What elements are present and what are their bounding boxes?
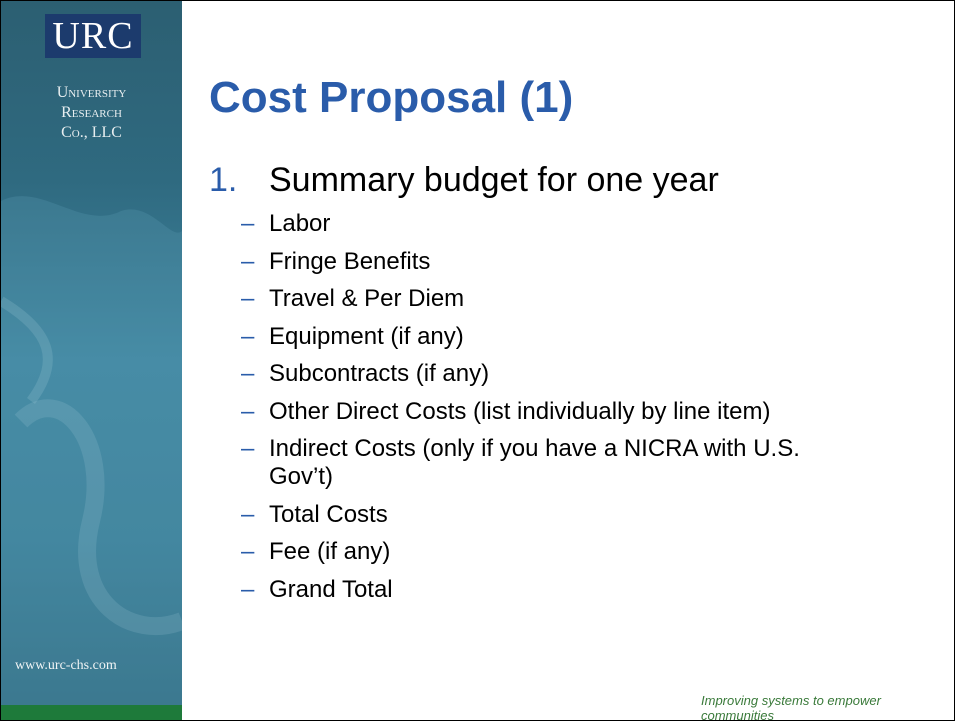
org-line: University [56, 84, 127, 101]
dash: – [241, 285, 255, 312]
sub-item: – Grand Total [241, 576, 851, 604]
list-number: 1. [209, 161, 238, 199]
sub-item: – Labor [241, 210, 851, 238]
sub-item: – Subcontracts (if any) [241, 360, 851, 388]
sidebar: URC University Research Co., LLC www.urc… [1, 1, 182, 720]
sub-item: – Equipment (if any) [241, 323, 851, 351]
dash: – [241, 397, 255, 425]
list-heading: 1. Summary budget for one year [209, 161, 719, 200]
dash: – [241, 538, 255, 565]
dash: – [241, 322, 255, 350]
sub-list: – Labor – Fringe Benefits – Travel & Per Diem… [241, 210, 851, 613]
sub-item-text: Labor [269, 210, 331, 237]
sub-item: – Indirect Costs (only if you have a NICR… [241, 435, 851, 491]
logo: URC [45, 14, 141, 58]
bottom-strip [1, 705, 182, 720]
org-line: Research [61, 104, 122, 121]
dash: – [241, 247, 255, 275]
sub-item-text: Grand Total [269, 575, 393, 603]
footer: Improving systems to empower communities [701, 693, 881, 721]
dash: – [241, 500, 255, 528]
map-texture [1, 196, 182, 720]
dash: – [241, 435, 255, 462]
list-text: Summary budget for one year [269, 161, 719, 199]
sub-item-text: Fee (if any) [269, 538, 391, 565]
dash: – [241, 575, 255, 603]
sub-item: – Travel & Per Diem [241, 285, 851, 313]
title: Cost Proposal (1) [209, 73, 574, 122]
sub-item-text: Fringe Benefits [269, 247, 431, 275]
url: www.urc-chs.com [15, 658, 117, 673]
dash: – [241, 360, 255, 387]
sub-item-text: Total Costs [269, 500, 388, 528]
sub-item-text: Travel & Per Diem [269, 285, 465, 312]
sub-item: – Total Costs [241, 501, 851, 529]
sub-item-text: Indirect Costs (only if you have a NICRA… [269, 435, 800, 490]
dash: – [241, 210, 255, 237]
sub-item: – Fee (if any) [241, 538, 851, 566]
sub-item-text: Equipment (if any) [269, 322, 464, 350]
sub-item: – Other Direct Costs (list individually b… [241, 398, 851, 426]
sub-item: – Fringe Benefits [241, 248, 851, 276]
org-line: Co., LLC [61, 124, 122, 141]
sub-item-text: Subcontracts (if any) [269, 360, 490, 387]
org-name: University Research Co., LLC [1, 83, 182, 143]
sub-item-text: Other Direct Costs (list individually by… [269, 397, 771, 425]
